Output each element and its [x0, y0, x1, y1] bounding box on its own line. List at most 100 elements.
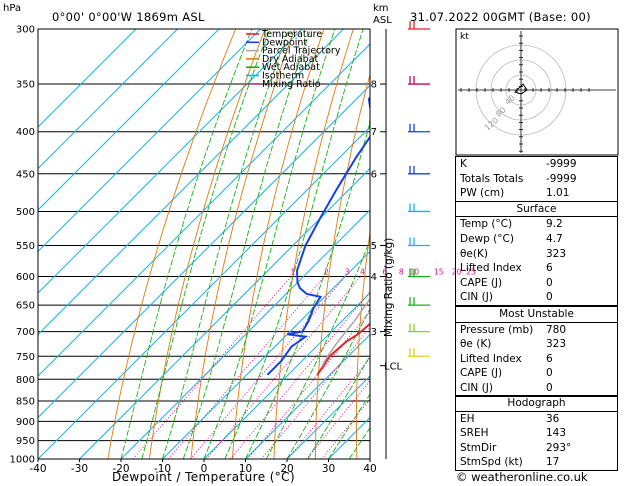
mixing-ratio-label: 8 — [399, 268, 404, 277]
dry-adiabat-line — [355, 229, 370, 459]
dry-adiabat-line — [314, 72, 370, 459]
surface-label: CIN (J) — [460, 291, 493, 304]
most-unstable-value: 6 — [546, 352, 553, 365]
hodograph-stat-row: EH 36 — [456, 412, 617, 427]
hodograph-frame — [455, 28, 619, 156]
legend-entry: Isotherm — [262, 71, 304, 82]
isotherm-line — [38, 29, 220, 211]
most-unstable-row: CIN (J) 0 — [456, 381, 617, 396]
mixing-ratio-line — [229, 291, 370, 459]
km-tick-label: 5 — [371, 241, 377, 252]
surface-value: 4.7 — [546, 232, 563, 245]
mixing-ratio-label: 1 — [290, 268, 295, 277]
mixing-ratio-line — [168, 276, 325, 459]
mixing-ratio-line — [261, 326, 370, 459]
surface-value: 0 — [546, 291, 553, 304]
surface-value: 6 — [546, 262, 553, 275]
temperature-line — [316, 322, 370, 376]
wet-adiabat-line — [120, 29, 253, 459]
legend-entry: Mixing Ratio — [262, 79, 321, 90]
mixing-ratio-line — [132, 276, 292, 459]
lcl-label: LCL — [384, 362, 403, 373]
pressure-tick-label: 450 — [16, 169, 35, 180]
surface-label: Temp (°C) — [460, 218, 513, 231]
isotherm-line — [245, 333, 370, 459]
surface-row: CAPE (J) 0 — [456, 276, 617, 291]
legend-entry: Dry Adiabat — [262, 54, 319, 65]
dry-adiabat-line — [148, 29, 266, 459]
pressure-tick-label: 850 — [16, 396, 35, 407]
surface-label: Dewp (°C) — [460, 232, 514, 245]
indices-panel: K -9999 Totals Totals -9999 PW (cm) 1.01 Su… — [455, 156, 618, 306]
hodograph-stat-label: StmSpd (kt) — [460, 456, 523, 469]
pressure-unit-label: hPa — [3, 3, 22, 14]
dry-adiabat-line — [190, 29, 295, 459]
altitude-unit-label: km ASL — [373, 3, 392, 27]
most-unstable-panel: Most Unstable Pressure (mb) 780 θe (K) 323 L… — [455, 306, 618, 397]
totals-row: Totals Totals -9999 — [456, 172, 617, 187]
mixing-ratio-label: 25 — [466, 268, 476, 277]
most-unstable-value: 0 — [546, 381, 553, 394]
pressure-tick-label: 900 — [16, 417, 35, 428]
dry-adiabat-line — [273, 29, 354, 459]
legend-entry: Dewpoint — [262, 37, 307, 48]
isotherm-line — [38, 43, 370, 377]
surface-value: 9.2 — [546, 218, 563, 231]
most-unstable-value: 780 — [546, 323, 567, 336]
hodograph-stat-value: 143 — [546, 427, 567, 440]
mixing-ratio-line — [306, 380, 370, 459]
asl-unit: ASL — [373, 15, 392, 26]
surface-label: Lifted Index — [460, 262, 522, 275]
surface-label: CAPE (J) — [460, 276, 503, 289]
mixing-ratio-label: 20 — [452, 268, 462, 277]
k-index-row: K -9999 — [456, 157, 617, 172]
surface-label: θe(K) — [460, 247, 488, 260]
surface-row: Dewp (°C) 4.7 — [456, 232, 617, 247]
isotherm-line — [79, 167, 370, 459]
temperature-tick-label: -10 — [154, 463, 171, 475]
most-unstable-label: CAPE (J) — [460, 367, 503, 380]
pressure-tick-label: 350 — [16, 80, 35, 91]
hodograph-trace — [514, 83, 528, 95]
temperature-tick-label: 30 — [322, 463, 335, 475]
x-axis-label: Dewpoint / Temperature (°C) — [111, 470, 296, 484]
station-header: 0°00' 0°00'W 1869m ASL — [52, 10, 205, 24]
temperature-tick-label: 20 — [280, 463, 293, 475]
mixing-ratio-label: 6 — [382, 268, 387, 277]
wet-adiabat-line — [286, 307, 370, 459]
pressure-tick-label: 550 — [16, 241, 35, 252]
totals-value: -9999 — [546, 172, 577, 185]
mixing-ratio-line — [247, 310, 370, 459]
isotherm-line — [286, 375, 370, 459]
km-tick-label: 3 — [371, 327, 377, 338]
wet-adiabat-line — [307, 355, 370, 459]
legend-entry: Wet Adiabat — [262, 62, 320, 73]
dry-adiabat-line — [396, 29, 442, 459]
most-unstable-label: Lifted Index — [460, 352, 522, 365]
pressure-tick-label: 400 — [16, 127, 35, 138]
mixing-ratio-label: 4 — [360, 268, 365, 277]
pressure-tick-label: 300 — [16, 25, 35, 36]
temperature-tick-label: 10 — [239, 463, 252, 475]
wet-adiabat-line — [203, 29, 336, 459]
temperature-tick-label: 40 — [363, 463, 376, 475]
hodograph-unit-label: kt — [460, 32, 469, 42]
wet-adiabat-line — [265, 238, 370, 459]
hodograph-stat-row: SREH 143 — [456, 426, 617, 441]
most-unstable-row: Lifted Index 6 — [456, 352, 617, 367]
k-index-label: K — [460, 158, 467, 170]
pw-label: PW (cm) — [460, 187, 505, 200]
hodograph-stat-label: EH — [460, 412, 475, 425]
plot-area — [38, 29, 442, 459]
hodograph-stats-panel: Hodograph EH 36 SREH 143 StmDir 293° StmSpd (k… — [455, 395, 618, 471]
hodograph-stats-title: Hodograph — [456, 396, 617, 412]
hodograph-stat-row: StmSpd (kt) 17 — [456, 455, 617, 470]
pw-row: PW (cm) 1.01 — [456, 186, 617, 201]
temperature-tick-label: -40 — [29, 463, 46, 475]
dry-adiabat-line — [231, 29, 325, 459]
pressure-tick-label: 950 — [16, 436, 35, 447]
most-unstable-value: 323 — [546, 338, 567, 351]
isotherm-line — [203, 292, 370, 459]
wet-adiabat-line — [182, 29, 312, 459]
isotherm-line — [38, 29, 261, 253]
